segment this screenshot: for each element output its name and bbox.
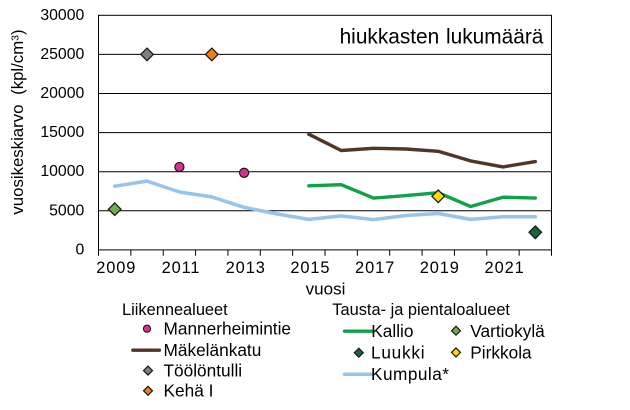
svg-text:2015: 2015: [290, 259, 330, 277]
svg-text:2019: 2019: [420, 259, 460, 277]
svg-text:Luukki: Luukki: [371, 343, 425, 363]
svg-text:Vartiokylä: Vartiokylä: [470, 321, 545, 341]
svg-text:Kallio: Kallio: [371, 321, 413, 341]
svg-text:20000: 20000: [40, 85, 84, 102]
svg-text:Kumpula*: Kumpula*: [371, 364, 449, 384]
svg-text:vuosi: vuosi: [306, 279, 346, 298]
svg-text:Liikennealueet: Liikennealueet: [122, 301, 228, 319]
svg-text:Pirkkola: Pirkkola: [470, 343, 532, 363]
svg-text:30000: 30000: [40, 7, 84, 24]
svg-text:2009: 2009: [96, 259, 136, 277]
svg-text:vuosikeskiarvo (kpl/cm3): vuosikeskiarvo (kpl/cm3): [8, 29, 27, 214]
svg-text:15000: 15000: [40, 124, 84, 141]
svg-text:10000: 10000: [40, 163, 84, 180]
svg-text:2013: 2013: [226, 259, 266, 277]
svg-text:25000: 25000: [40, 46, 84, 63]
svg-text:hiukkasten lukumäärä: hiukkasten lukumäärä: [340, 25, 544, 48]
svg-text:5000: 5000: [49, 202, 84, 219]
svg-text:Kehä I: Kehä I: [164, 381, 214, 401]
svg-text:2021: 2021: [485, 259, 525, 277]
svg-text:2011: 2011: [162, 259, 201, 277]
svg-text:Mäkelänkatu: Mäkelänkatu: [164, 340, 262, 360]
svg-text:2017: 2017: [355, 259, 395, 277]
svg-text:Mannerheimintie: Mannerheimintie: [164, 319, 292, 339]
svg-text:Tausta- ja pientaloalueet: Tausta- ja pientaloalueet: [332, 301, 510, 319]
svg-text:Töölöntulli: Töölöntulli: [164, 361, 243, 381]
svg-text:0: 0: [76, 241, 85, 258]
